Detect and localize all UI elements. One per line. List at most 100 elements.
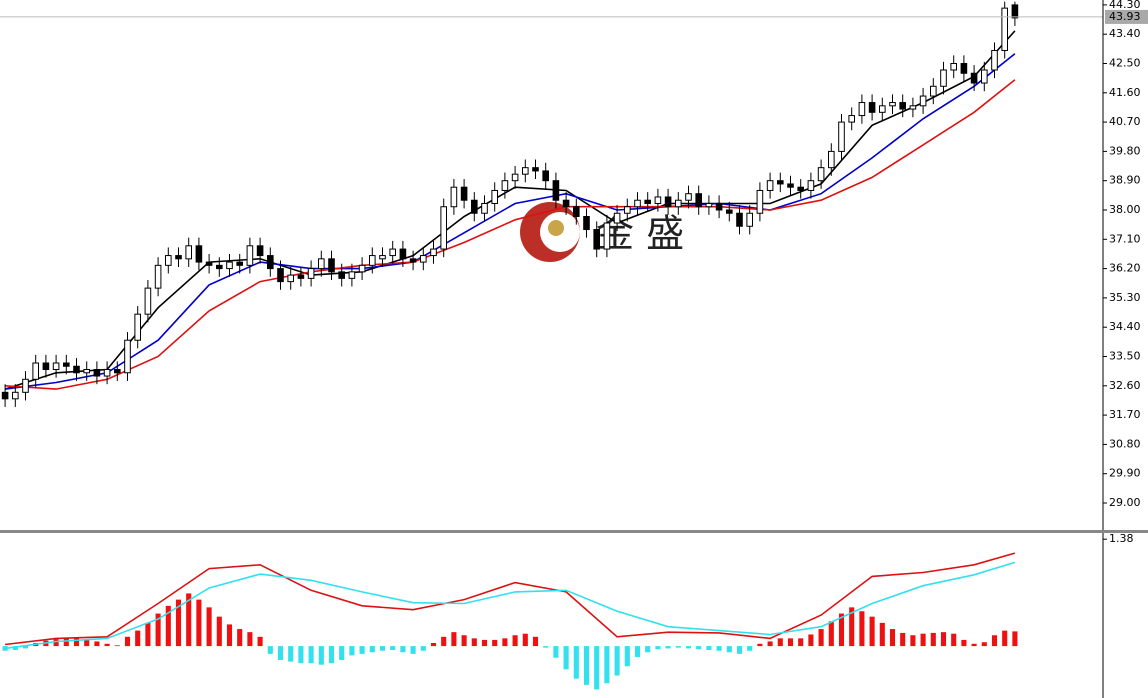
histogram-bar [900,632,906,647]
y-tick-label: 29.90 [1109,467,1141,480]
y-tick-label: 42.50 [1109,56,1141,69]
candle-body [634,199,641,208]
candle-body [562,199,570,208]
histogram-bar [471,638,477,647]
histogram-bar [257,636,263,647]
histogram-bar [441,636,447,647]
y-tick-label: 43.40 [1109,27,1141,40]
y-tick-label: 29.00 [1109,496,1141,509]
candle-body [807,180,815,191]
histogram-bar [84,639,90,647]
candle-body [164,255,172,266]
candle-body [154,264,162,289]
histogram-bar [379,646,386,651]
candle-body [450,186,458,208]
candle-body [399,248,407,260]
y-tick-label: 39.80 [1109,144,1141,157]
histogram-bar [502,638,508,647]
histogram-bar [1002,630,1008,647]
histogram-bar [175,599,182,647]
candle-body [756,189,764,214]
candle-body [287,274,295,283]
candle-body [583,216,590,231]
y-tick-label: 36.20 [1109,262,1141,275]
y-tick-label: 35.30 [1109,291,1141,304]
candle-body [889,102,896,107]
histogram-bar [522,633,528,647]
histogram-bar [798,638,804,647]
histogram-bar [532,636,539,647]
histogram-bar [420,646,426,651]
histogram-bar [849,607,855,647]
y-tick-label: 32.60 [1109,379,1141,392]
candle-body [1001,7,1009,51]
candle-body [950,62,958,71]
candle-body [511,173,519,182]
candle-body [409,258,417,263]
histogram-bar [165,605,171,647]
candle-body [695,193,703,208]
candle-body [736,212,743,227]
candle-body [175,255,182,260]
last-price-label: 43.93 [1109,10,1141,23]
candle-body [623,206,631,214]
histogram-bar [981,642,987,647]
candle-body [776,180,784,185]
histogram-bar [359,646,365,654]
panel-separator [0,530,1148,533]
candle-body [613,212,621,224]
candle-body [103,369,111,377]
candle-body [297,274,305,279]
y-tick-label: 1.38 [1109,532,1134,545]
histogram-bar [481,639,488,647]
indicator-line [5,552,1016,646]
y-tick-label: 31.70 [1109,408,1141,421]
candle-body [460,186,468,201]
candle-body [124,339,131,374]
candle-body [328,258,335,273]
candle-body [134,313,142,341]
y-tick-label: 33.50 [1109,349,1141,362]
histogram-bar [267,646,273,654]
histogram-bar [828,621,834,647]
histogram-bar [869,616,875,647]
histogram-bar [889,629,896,647]
histogram-bar [624,646,630,667]
candle-body [644,199,652,204]
histogram-bar [930,632,936,647]
histogram-bar [706,646,712,650]
candle-body [960,62,968,74]
histogram-bar [696,646,702,650]
histogram-bar [288,646,294,662]
histogram-bar [818,629,824,647]
candle-body [215,264,223,270]
candle-body [348,271,356,279]
candle-body [970,72,978,84]
candle-body [878,105,886,113]
histogram-bar [104,643,110,647]
candle-body [838,121,845,152]
candle-body [113,369,121,374]
histogram-bar [726,646,732,653]
candle-body [379,255,386,260]
candle-body [746,212,754,227]
last-price-box [1105,9,1148,24]
histogram-bar [991,635,998,647]
candle-body [654,196,662,204]
histogram-bar [787,638,794,647]
histogram-bar [940,632,947,647]
histogram-bar [339,646,345,661]
candle-body [858,102,866,117]
histogram-bar [747,646,753,651]
candle-body [664,196,672,208]
candle-body [470,199,478,214]
histogram-bar [614,646,620,676]
histogram-bar [318,646,324,665]
histogram-bar [430,643,437,647]
candle-body [685,193,692,201]
candle-body [827,150,835,169]
indicator-line [4,53,1016,390]
histogram-bar [910,635,916,647]
